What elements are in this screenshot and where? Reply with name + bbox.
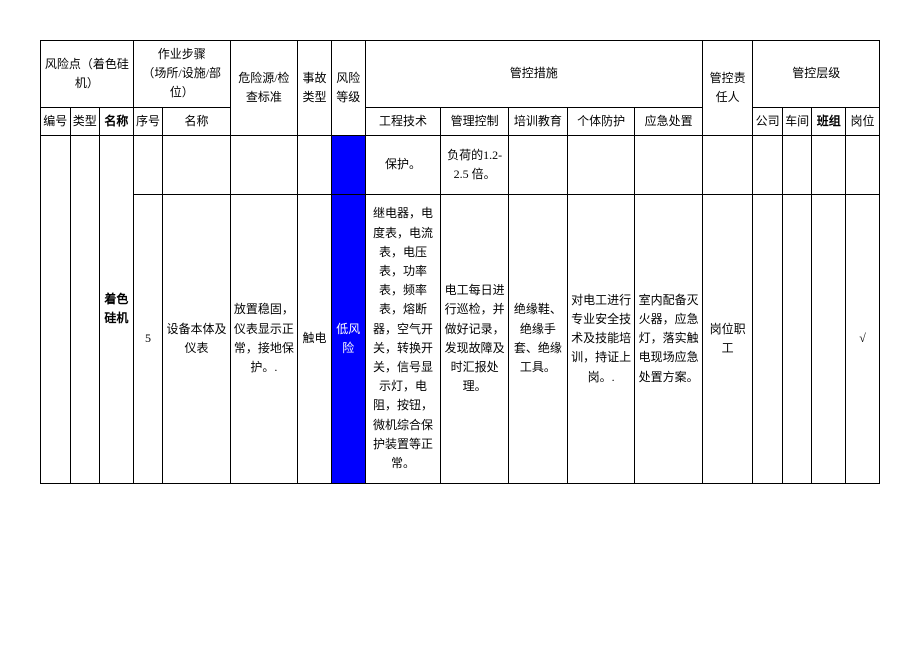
cell-management-1: 负荷的1.2-2.5 倍。 [441,135,508,194]
table-row: 5 设备本体及仪表 放置稳固，仪表显示正常，接地保护。. 触电 低风险 继电器，… [41,194,880,483]
header-workshop: 车间 [782,107,812,135]
cell-company-2 [753,194,783,483]
header-engineering: 工程技术 [365,107,441,135]
cell-hazard-1 [230,135,297,194]
cell-emergency-2: 室内配备灭火器，应急灯，落实触电现场应急处置方案。 [635,194,702,483]
cell-post-2: √ [846,194,880,483]
cell-responsible-2: 岗位职工 [702,194,753,483]
header-work-step: 作业步骤 （场所/设施/部位） [133,41,230,108]
cell-type [70,135,100,483]
cell-risk-1 [331,135,365,194]
cell-team-2 [812,194,846,483]
cell-company-1 [753,135,783,194]
cell-accident-1 [298,135,332,194]
cell-hazard-2: 放置稳固，仪表显示正常，接地保护。. [230,194,297,483]
header-responsible: 管控责任人 [702,41,753,136]
cell-engineering-1: 保护。 [365,135,441,194]
cell-emergency-1 [635,135,702,194]
header-emergency: 应急处置 [635,107,702,135]
header-team: 班组 [812,107,846,135]
header-row-1: 风险点（着色硅机） 作业步骤 （场所/设施/部位） 危险源/检查标准 事故类型 … [41,41,880,108]
header-post: 岗位 [846,107,880,135]
cell-training-2: 绝缘鞋、绝缘手套、绝缘工具。 [508,194,567,483]
cell-workshop-2 [782,194,812,483]
cell-team-1 [812,135,846,194]
cell-accident-2: 触电 [298,194,332,483]
header-row-2: 编号 类型 名称 序号 名称 工程技术 管理控制 培训教育 个体防护 应急处置 … [41,107,880,135]
header-type: 类型 [70,107,100,135]
cell-name: 着色硅机 [100,135,134,483]
table-row: 着色硅机 保护。 负荷的1.2-2.5 倍。 [41,135,880,194]
cell-engineering-2: 继电器，电度表，电流表，电压表，功率表，频率表，熔断器，空气开关，转换开关，信号… [365,194,441,483]
cell-training-1 [508,135,567,194]
header-hazard: 危险源/检查标准 [230,41,297,136]
cell-step-2: 设备本体及仪表 [163,194,230,483]
header-control-level: 管控层级 [753,41,880,108]
header-step-name: 名称 [163,107,230,135]
header-ppe: 个体防护 [567,107,634,135]
cell-responsible-1 [702,135,753,194]
cell-risk-2: 低风险 [331,194,365,483]
header-control-measures: 管控措施 [365,41,702,108]
header-company: 公司 [753,107,783,135]
cell-ppe-1 [567,135,634,194]
header-number: 编号 [41,107,71,135]
header-training: 培训教育 [508,107,567,135]
header-name: 名称 [100,107,134,135]
header-management: 管理控制 [441,107,508,135]
header-risk-point: 风险点（着色硅机） [41,41,134,108]
cell-workshop-1 [782,135,812,194]
header-risk-level: 风险等级 [331,41,365,136]
risk-assessment-table: 风险点（着色硅机） 作业步骤 （场所/设施/部位） 危险源/检查标准 事故类型 … [40,40,880,484]
cell-management-2: 电工每日进行巡检，并做好记录，发现故障及时汇报处理。 [441,194,508,483]
cell-seq-2: 5 [133,194,163,483]
cell-ppe-2: 对电工进行专业安全技术及技能培训，持证上岗。. [567,194,634,483]
cell-step-1 [163,135,230,194]
cell-number [41,135,71,483]
cell-seq-1 [133,135,163,194]
header-seq: 序号 [133,107,163,135]
header-accident: 事故类型 [298,41,332,136]
cell-post-1 [846,135,880,194]
